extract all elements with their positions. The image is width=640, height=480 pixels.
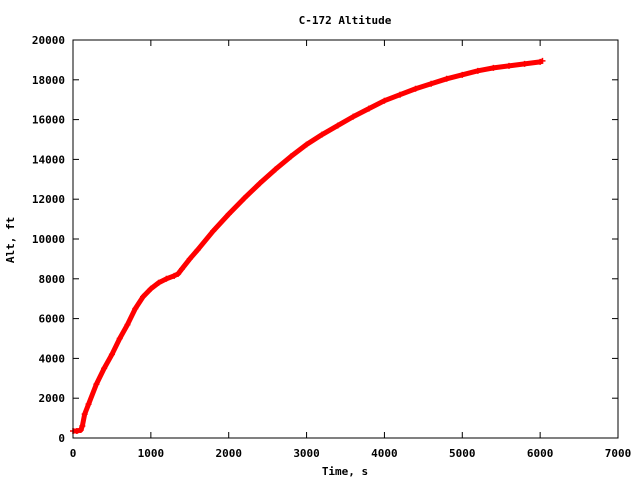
data-point (132, 305, 139, 312)
data-point (101, 365, 108, 372)
data-point (77, 427, 84, 434)
data-point (365, 105, 372, 112)
y-tick-label: 4000 (39, 352, 66, 365)
data-point (85, 401, 92, 408)
data-point (175, 270, 182, 277)
data-point (256, 180, 263, 187)
data-point (210, 228, 217, 235)
data-point (124, 321, 131, 328)
x-axis-label: Time, s (322, 465, 368, 478)
y-tick-label: 12000 (32, 193, 65, 206)
x-tick-label: 3000 (293, 447, 320, 460)
y-tick-label: 18000 (32, 74, 65, 87)
axes: 0 1000 2000 3000 4000 5000 6000 7000 0 2000 4000 60… (32, 34, 631, 460)
data-point (319, 131, 326, 138)
x-tick-label: 1000 (138, 447, 165, 460)
x-tick-label: 0 (70, 447, 77, 460)
data-point (155, 279, 162, 286)
plot-area (70, 57, 546, 435)
data-point (73, 428, 80, 435)
data-point (179, 265, 185, 272)
x-tick-label: 2000 (215, 447, 242, 460)
data-point (241, 195, 248, 202)
data-point (81, 411, 88, 418)
data-point (163, 275, 170, 282)
data-point (490, 64, 497, 71)
data-point (225, 211, 232, 218)
data-point (171, 272, 178, 279)
data-point (108, 351, 115, 358)
series-line (73, 58, 544, 434)
y-tick-label: 10000 (32, 233, 65, 246)
y-tick-label: 6000 (39, 313, 66, 326)
data-point (303, 141, 310, 148)
data-point (194, 246, 201, 253)
chart-title: C-172 Altitude (299, 14, 392, 27)
data-point (350, 113, 357, 120)
y-tick-label: 20000 (32, 34, 65, 47)
data-point (539, 57, 546, 64)
x-tick-label: 4000 (371, 447, 398, 460)
y-tick-label: 2000 (39, 392, 66, 405)
data-point (116, 335, 123, 342)
y-tick-label: 0 (58, 432, 65, 445)
data-point (381, 97, 388, 104)
data-point (474, 67, 481, 74)
data-point (443, 75, 450, 82)
y-axis-label: Alt, ft (4, 217, 17, 263)
data-point (459, 71, 466, 78)
data-point (428, 80, 435, 87)
data-point (79, 423, 86, 430)
x-tick-label: 6000 (527, 447, 554, 460)
x-tick-label: 7000 (605, 447, 632, 460)
data-point (397, 91, 403, 98)
x-tick-label: 5000 (449, 447, 476, 460)
data-point (186, 255, 193, 262)
y-tick-label: 16000 (32, 114, 65, 127)
data-point (506, 62, 512, 69)
data-point (521, 60, 528, 67)
data-point (272, 166, 279, 173)
data-point (334, 122, 341, 129)
data-point (147, 285, 154, 292)
series-0 (70, 57, 546, 435)
data-point (288, 153, 294, 160)
data-point (412, 85, 419, 92)
data-point (93, 381, 100, 388)
data-point (140, 293, 147, 300)
y-tick-label: 8000 (39, 273, 66, 286)
y-tick-label: 14000 (32, 153, 65, 166)
